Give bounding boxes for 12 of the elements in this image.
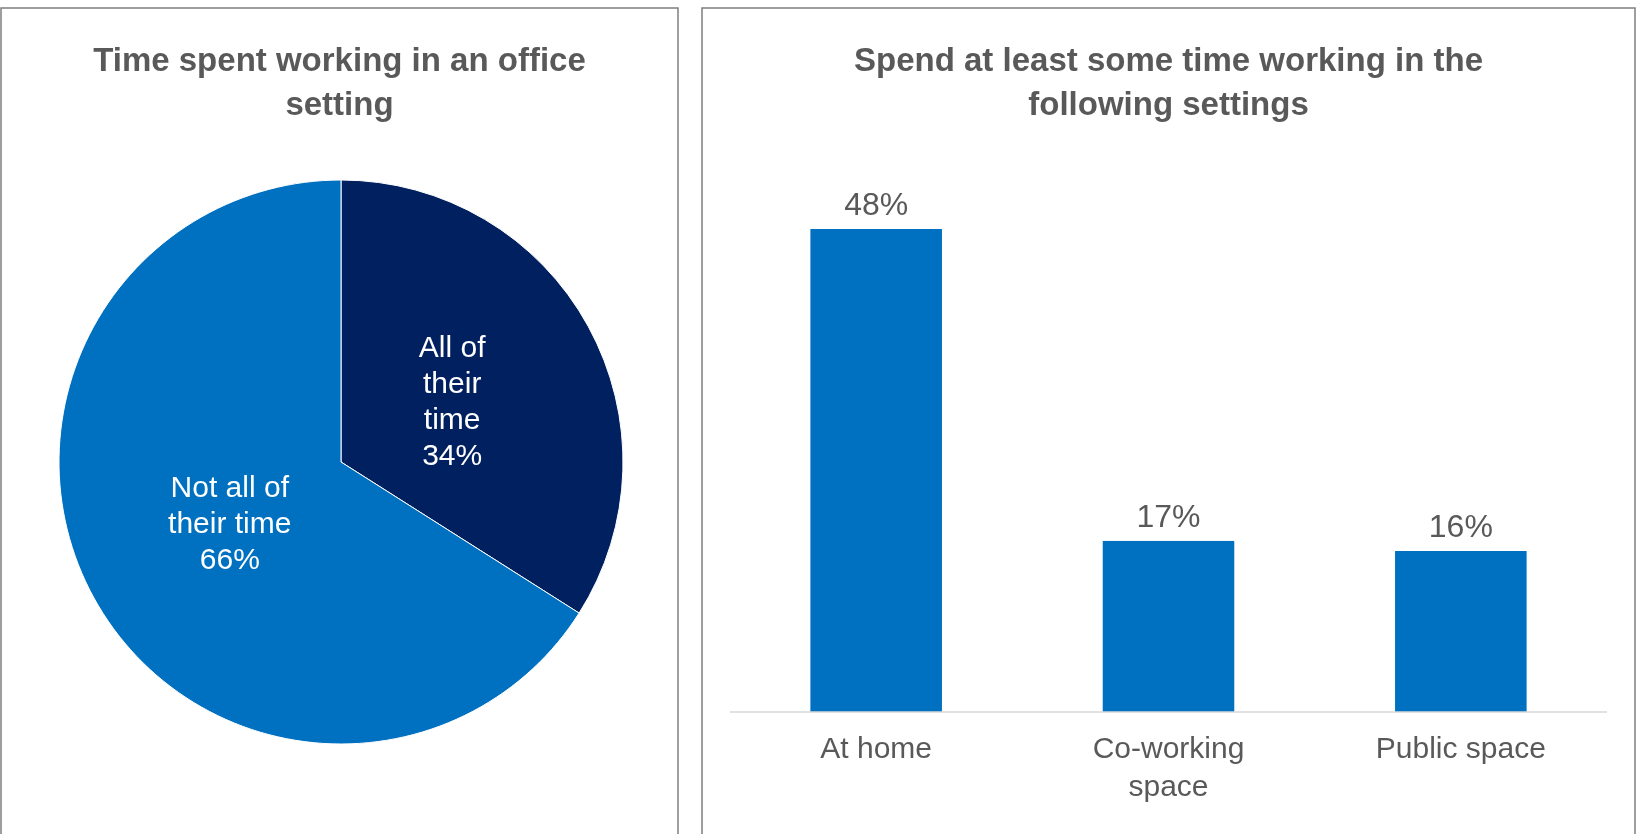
slice-label: All of their time bbox=[418, 329, 487, 435]
chart-title: Time spent working in an office setting bbox=[93, 41, 586, 122]
x-tick-label: Public space bbox=[1375, 731, 1546, 764]
x-tick-label: At home bbox=[820, 731, 933, 764]
slice-label: Not all of their time bbox=[168, 470, 292, 540]
data-label: 48% bbox=[844, 186, 909, 222]
chart-title: Spend at least some time working in the following settings bbox=[854, 41, 1483, 122]
data-label: 16% bbox=[1428, 508, 1493, 544]
data-label: 17% bbox=[1136, 497, 1201, 534]
data-label: 34% bbox=[422, 437, 483, 471]
data-label: 66% bbox=[199, 542, 260, 576]
x-tick-label: Co-working space bbox=[1092, 731, 1245, 802]
